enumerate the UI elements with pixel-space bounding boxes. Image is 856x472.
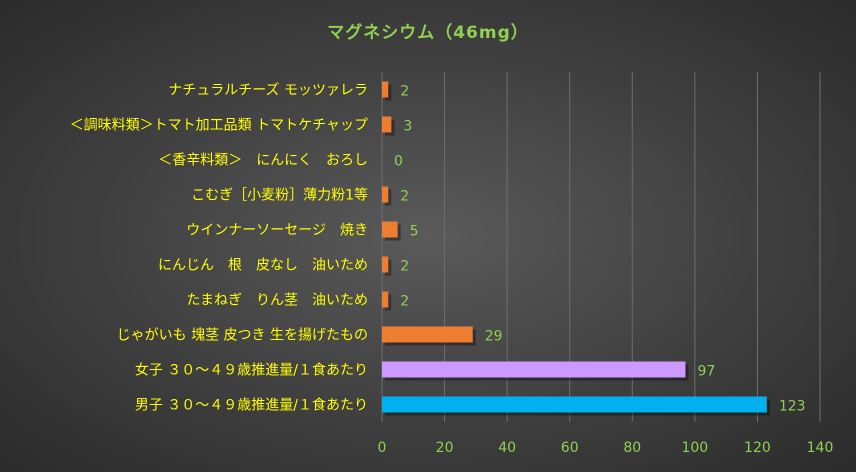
chart-title: マグネシウム（46mg）: [327, 23, 529, 43]
x-tick-label: 100: [681, 440, 708, 456]
x-tick-label: 20: [436, 440, 454, 456]
category-label: にんじん 根 皮なし 油いため: [158, 258, 368, 274]
data-label: 97: [697, 364, 715, 380]
category-label: たまねぎ りん茎 油いため: [186, 293, 368, 309]
data-label: 3: [403, 119, 412, 135]
x-tick-label: 40: [498, 440, 516, 456]
x-tick-label: 60: [561, 440, 579, 456]
category-label: ＜香辛料類＞ にんにく おろし: [158, 153, 368, 169]
data-label: 2: [400, 259, 409, 275]
category-label: ナチュラルチーズ モッツァレラ: [168, 83, 368, 99]
data-label: 0: [394, 154, 403, 170]
bar: [382, 396, 767, 413]
category-label: 男子 ３０～４９歳推進量/１食あたり: [135, 397, 368, 414]
bar: [382, 256, 389, 273]
data-label: 5: [410, 224, 419, 240]
x-tick-label: 0: [378, 440, 387, 456]
bar: [382, 186, 389, 203]
bar: [382, 116, 392, 133]
bar: [382, 221, 398, 238]
x-tick-label: 120: [744, 440, 771, 456]
bar: [382, 291, 389, 308]
bar: [382, 361, 686, 378]
category-label: こむぎ［小麦粉］薄力粉1等: [191, 187, 368, 204]
category-label: ウインナーソーセージ 焼き: [186, 223, 368, 239]
data-label: 2: [400, 84, 409, 100]
x-tick-label: 80: [623, 440, 641, 456]
category-label: じゃがいも 塊茎 皮つき 生を揚げたもの: [117, 327, 368, 344]
data-label: 2: [400, 294, 409, 310]
bar: [382, 326, 473, 343]
data-label: 2: [400, 189, 409, 205]
category-label: ＜調味料類＞トマト加工品類 トマトケチャップ: [70, 118, 368, 134]
data-label: 29: [485, 329, 503, 345]
x-tick-label: 140: [807, 440, 834, 456]
data-label: 123: [779, 399, 806, 415]
bar: [382, 81, 389, 98]
category-label: 女子 ３０～４９歳推進量/１食あたり: [135, 362, 368, 379]
